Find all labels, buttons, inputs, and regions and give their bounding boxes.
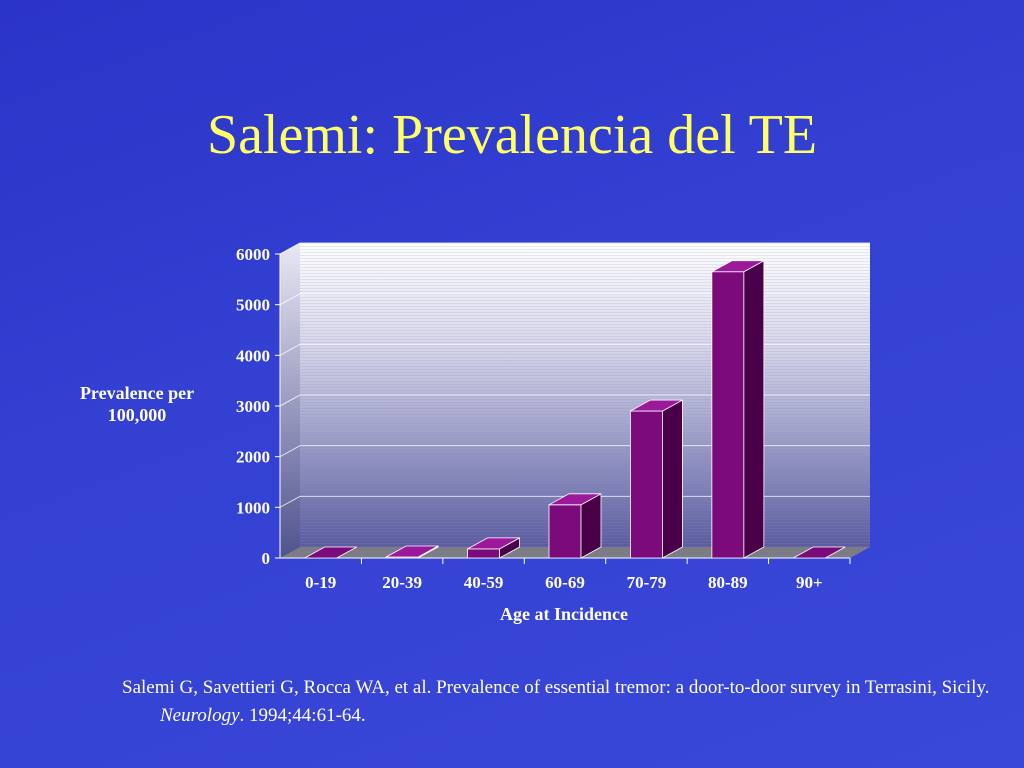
bar [711, 271, 745, 559]
bar [630, 410, 663, 559]
x-tick-label: 70-79 [627, 573, 667, 592]
x-tick-label: 40-59 [464, 573, 504, 592]
y-tick-label: 3000 [236, 397, 270, 416]
bar-top [385, 545, 439, 558]
citation-text: Salemi G, Savettieri G, Rocca WA, et al.… [122, 677, 990, 698]
gridline-side [279, 293, 301, 306]
bar [467, 548, 500, 559]
gridline-side [279, 343, 301, 356]
x-tick-label: 60-69 [545, 573, 585, 592]
bar-top [304, 546, 357, 559]
gridline-side [279, 242, 301, 255]
gridline-side [279, 445, 301, 458]
y-tick-label: 2000 [236, 448, 270, 467]
x-tick-label: 20-39 [382, 573, 422, 592]
x-tick-label: 0-19 [305, 573, 336, 592]
x-tick-label: 90+ [796, 573, 823, 592]
y-tick-label: 0 [262, 549, 271, 568]
y-tick-label: 5000 [236, 296, 270, 315]
citation-details: . 1994;44:61-64. [239, 705, 366, 726]
bar-top [711, 260, 765, 273]
y-tick-label: 4000 [236, 346, 270, 365]
bar-side [662, 399, 683, 559]
citation: Salemi G, Savettieri G, Rocca WA, et al.… [122, 674, 1000, 730]
slide-title: Salemi: Prevalencia del TE [206, 104, 818, 166]
citation-journal: Neurology [160, 705, 240, 726]
x-axis-label: Age at Incidence [500, 604, 628, 624]
bar-top [793, 546, 846, 559]
x-tick-label: 80-89 [708, 573, 748, 592]
gridline-side [279, 394, 301, 407]
bar-top [630, 399, 683, 412]
y-tick-label: 1000 [236, 498, 270, 517]
bar-top [467, 537, 520, 550]
bar-top [548, 493, 602, 506]
y-tick-label: 6000 [236, 245, 270, 264]
bar [548, 504, 582, 559]
bar-side [743, 260, 765, 559]
gridline-side [279, 495, 301, 508]
y-axis-label: Prevalence per 100,000 [79, 383, 195, 425]
